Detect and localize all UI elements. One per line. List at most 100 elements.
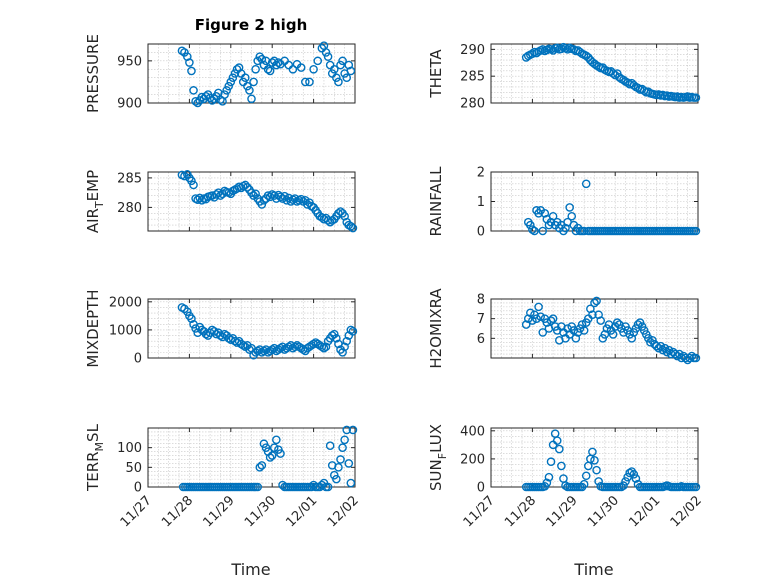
panel-6-point xyxy=(307,482,316,492)
panel-0: 900 950 PRESSURE xyxy=(84,34,356,113)
panel-0-point xyxy=(209,94,219,104)
panel-5-point xyxy=(534,302,543,312)
panel-3-ytick-label: 2 xyxy=(477,166,485,181)
panel-6-xtick-label: 11/30 xyxy=(242,493,279,530)
panel-7-point xyxy=(555,444,564,454)
panel-0-point xyxy=(336,60,345,70)
panel-4-point xyxy=(346,325,356,335)
panel-0-point xyxy=(332,73,341,83)
panel-5-point xyxy=(687,351,697,361)
panel-7-xtick-label: 11/30 xyxy=(585,493,622,530)
panel-6-xtick-label: 11/27 xyxy=(118,493,155,530)
panel-3-ylabel: RAINFALL xyxy=(427,166,445,237)
panel-0-point xyxy=(305,77,314,87)
panel-7-point xyxy=(552,436,562,445)
panel-6-point xyxy=(332,474,341,484)
panel-0-ylabel-main: PRESSURE xyxy=(84,34,102,113)
panel-6-point xyxy=(348,425,358,435)
panel-1-frame xyxy=(490,43,699,104)
panel-0-point xyxy=(272,60,281,70)
panel-4-point xyxy=(187,314,196,323)
panel-3-ytick-label: 1 xyxy=(477,195,485,210)
panel-0-point xyxy=(189,86,198,95)
panel-5-point xyxy=(548,314,558,323)
panel-4-point xyxy=(332,334,341,343)
panel-0-point xyxy=(301,77,310,87)
panel-3-ytick-label: 0 xyxy=(477,225,485,240)
panel-7-point xyxy=(629,470,639,479)
panel-2-point xyxy=(197,196,207,205)
panel-5-point xyxy=(526,308,535,318)
panel-2-point xyxy=(212,190,221,199)
panel-7-point xyxy=(621,477,630,486)
panel-0-point xyxy=(230,69,240,78)
panel-2-point xyxy=(282,196,291,205)
panel-2-ylabel-sub: T xyxy=(93,201,106,209)
panel-2-ylabel: AIRTEMP xyxy=(84,170,106,233)
panel-6-point xyxy=(325,441,335,451)
panel-0-point xyxy=(263,64,273,74)
panel-7-point xyxy=(625,468,634,478)
panel-2-point xyxy=(187,176,196,186)
panel-5-point xyxy=(592,296,601,306)
panel-4-point xyxy=(321,342,331,352)
panel-5-point xyxy=(662,347,672,357)
panel-7-xtick-label: 12/01 xyxy=(626,493,663,530)
panel-5-point xyxy=(670,349,680,359)
panel-0-point xyxy=(313,56,323,66)
panel-2-point xyxy=(346,221,356,231)
panel-5-ytick-label: 8 xyxy=(477,293,485,308)
panel-6-point xyxy=(276,449,285,458)
panel-4-point xyxy=(342,336,352,346)
panel-3-point xyxy=(565,203,574,212)
panel-7-xtick-label: 11/28 xyxy=(502,493,539,530)
panel-6-xtick-label: 12/01 xyxy=(283,493,320,530)
panel-7-xtick-label: 12/02 xyxy=(668,493,705,530)
panel-6-point xyxy=(269,443,279,452)
panel-5-ytick-label: 6 xyxy=(477,332,485,347)
panel-5: 6 7 8 H2OMIXRA xyxy=(427,288,701,369)
panel-2-point xyxy=(348,223,358,233)
panel-0-point xyxy=(323,52,333,61)
panel-4-point xyxy=(348,327,358,336)
panel-2-point xyxy=(323,216,333,225)
panel-7-point xyxy=(617,482,626,492)
panel-4-ytick-label: 1000 xyxy=(109,323,142,338)
panel-6-point xyxy=(336,455,345,464)
panel-6-point xyxy=(344,459,354,468)
panel-4-point xyxy=(317,342,327,352)
panel-6-ylabel-sub: M xyxy=(93,442,106,452)
panel-5-ylabel: H2OMIXRA xyxy=(427,288,445,369)
panel-0-point xyxy=(187,66,196,76)
panel-5-ylabel-main: H2OMIXRA xyxy=(427,288,445,369)
panel-0-point xyxy=(245,86,254,95)
panel-2: 280 285 AIRTEMP xyxy=(84,170,358,233)
panel-5-point xyxy=(673,351,682,361)
panel-1-point xyxy=(691,93,701,102)
panel-5-point xyxy=(612,318,622,327)
panel-7-ylabel-sub: F xyxy=(436,453,449,459)
panel-5-point xyxy=(654,343,663,353)
panel-6-xtick-label: 11/28 xyxy=(159,493,196,530)
panel-7-ytick-label: 0 xyxy=(477,481,485,496)
panel-0-point xyxy=(228,73,238,83)
panel-6-point xyxy=(342,425,352,435)
panel-2-ylabel-tail: EMP xyxy=(84,170,102,201)
panel-5-point xyxy=(658,345,668,355)
panel-0-point xyxy=(342,73,352,83)
panel-5-point xyxy=(596,316,606,325)
panel-7-point xyxy=(581,471,591,481)
panel-1-ytick-label: 290 xyxy=(460,43,485,58)
panel-2-point xyxy=(195,193,205,203)
panel-4-point xyxy=(284,342,294,352)
panel-7-xtick-label: 11/27 xyxy=(461,493,498,530)
panel-3-point xyxy=(567,211,577,221)
panel-4-ytick-label: 0 xyxy=(134,352,142,367)
x-axis-label-right: Time xyxy=(573,560,613,579)
panel-1-point xyxy=(538,45,548,54)
panel-0-point xyxy=(249,77,258,87)
panel-5-point xyxy=(538,328,548,337)
panel-2-point xyxy=(193,195,202,205)
panel-5-point xyxy=(536,312,545,322)
